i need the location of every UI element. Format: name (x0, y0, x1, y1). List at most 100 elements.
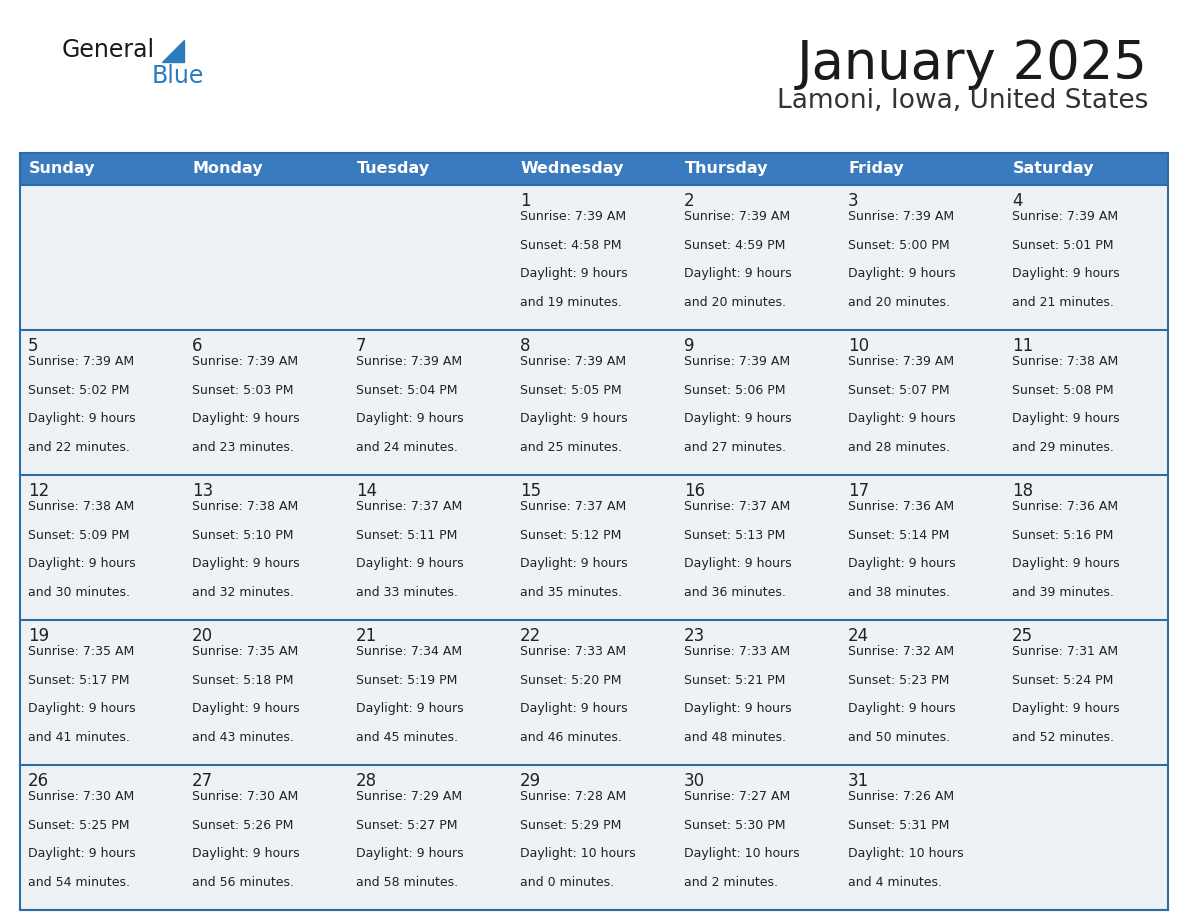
Text: Daylight: 9 hours: Daylight: 9 hours (192, 557, 299, 570)
Text: Sunrise: 7:39 AM: Sunrise: 7:39 AM (192, 355, 298, 368)
Bar (512, 475, 676, 620)
Text: 23: 23 (684, 627, 706, 645)
Bar (512, 185, 676, 330)
Text: Sunrise: 7:33 AM: Sunrise: 7:33 AM (684, 645, 790, 658)
Text: Daylight: 9 hours: Daylight: 9 hours (356, 412, 463, 425)
Text: Lamoni, Iowa, United States: Lamoni, Iowa, United States (777, 88, 1148, 114)
Text: Sunrise: 7:39 AM: Sunrise: 7:39 AM (684, 355, 790, 368)
Text: Sunset: 5:24 PM: Sunset: 5:24 PM (1012, 674, 1113, 687)
Text: Sunset: 5:25 PM: Sunset: 5:25 PM (29, 819, 129, 832)
Text: Sunrise: 7:39 AM: Sunrise: 7:39 AM (29, 355, 134, 368)
Bar (20, 475, 184, 620)
Bar (840, 765, 1004, 910)
Text: and 43 minutes.: and 43 minutes. (192, 731, 293, 744)
Text: 12: 12 (29, 482, 49, 500)
Text: 29: 29 (520, 772, 541, 790)
Text: Sunset: 5:17 PM: Sunset: 5:17 PM (29, 674, 129, 687)
Bar (840, 330, 1004, 475)
Text: Sunset: 5:14 PM: Sunset: 5:14 PM (848, 529, 949, 542)
Text: Sunrise: 7:36 AM: Sunrise: 7:36 AM (1012, 500, 1118, 513)
Text: and 35 minutes.: and 35 minutes. (520, 586, 623, 599)
Bar (512, 765, 676, 910)
Text: 6: 6 (192, 337, 202, 355)
Text: and 27 minutes.: and 27 minutes. (684, 441, 786, 453)
Text: Wednesday: Wednesday (522, 162, 625, 176)
Text: Sunset: 5:30 PM: Sunset: 5:30 PM (684, 819, 785, 832)
Text: 25: 25 (1012, 627, 1034, 645)
Text: Sunset: 5:26 PM: Sunset: 5:26 PM (192, 819, 293, 832)
Bar (840, 475, 1004, 620)
Text: Sunrise: 7:39 AM: Sunrise: 7:39 AM (520, 355, 626, 368)
Text: 14: 14 (356, 482, 377, 500)
Text: Sunset: 5:09 PM: Sunset: 5:09 PM (29, 529, 129, 542)
Polygon shape (162, 40, 184, 62)
Text: Sunrise: 7:37 AM: Sunrise: 7:37 AM (684, 500, 790, 513)
Text: Sunset: 5:06 PM: Sunset: 5:06 PM (684, 384, 785, 397)
Text: 30: 30 (684, 772, 706, 790)
Text: Sunset: 5:23 PM: Sunset: 5:23 PM (848, 674, 949, 687)
Bar (20, 185, 184, 330)
Text: 5: 5 (29, 337, 38, 355)
Text: Daylight: 9 hours: Daylight: 9 hours (520, 557, 627, 570)
Text: Sunrise: 7:39 AM: Sunrise: 7:39 AM (848, 355, 954, 368)
Text: 3: 3 (848, 192, 859, 210)
Text: Daylight: 10 hours: Daylight: 10 hours (848, 847, 963, 860)
Text: 13: 13 (192, 482, 214, 500)
Bar (1004, 185, 1168, 330)
Text: Daylight: 9 hours: Daylight: 9 hours (848, 412, 955, 425)
Text: Sunrise: 7:32 AM: Sunrise: 7:32 AM (848, 645, 954, 658)
Text: Daylight: 9 hours: Daylight: 9 hours (356, 847, 463, 860)
Text: Sunset: 4:58 PM: Sunset: 4:58 PM (520, 239, 621, 252)
Text: Daylight: 9 hours: Daylight: 9 hours (684, 267, 791, 280)
Text: Sunrise: 7:30 AM: Sunrise: 7:30 AM (192, 790, 298, 803)
Text: Sunrise: 7:27 AM: Sunrise: 7:27 AM (684, 790, 790, 803)
Text: Sunset: 5:04 PM: Sunset: 5:04 PM (356, 384, 457, 397)
Bar (676, 185, 840, 330)
Text: and 54 minutes.: and 54 minutes. (29, 876, 129, 889)
Text: Daylight: 9 hours: Daylight: 9 hours (29, 847, 135, 860)
Text: and 25 minutes.: and 25 minutes. (520, 441, 623, 453)
Text: Sunrise: 7:30 AM: Sunrise: 7:30 AM (29, 790, 134, 803)
Bar (1004, 153, 1168, 185)
Bar (20, 620, 184, 765)
Text: Sunset: 5:16 PM: Sunset: 5:16 PM (1012, 529, 1113, 542)
Text: General: General (62, 38, 156, 62)
Text: Sunset: 5:27 PM: Sunset: 5:27 PM (356, 819, 457, 832)
Text: Sunrise: 7:26 AM: Sunrise: 7:26 AM (848, 790, 954, 803)
Text: and 23 minutes.: and 23 minutes. (192, 441, 293, 453)
Text: 8: 8 (520, 337, 531, 355)
Text: and 20 minutes.: and 20 minutes. (684, 296, 786, 308)
Text: Sunset: 4:59 PM: Sunset: 4:59 PM (684, 239, 785, 252)
Text: 31: 31 (848, 772, 870, 790)
Text: Sunset: 5:08 PM: Sunset: 5:08 PM (1012, 384, 1113, 397)
Text: Sunrise: 7:39 AM: Sunrise: 7:39 AM (520, 210, 626, 223)
Text: and 28 minutes.: and 28 minutes. (848, 441, 950, 453)
Text: Sunrise: 7:35 AM: Sunrise: 7:35 AM (29, 645, 134, 658)
Text: Daylight: 9 hours: Daylight: 9 hours (520, 267, 627, 280)
Text: Sunset: 5:05 PM: Sunset: 5:05 PM (520, 384, 621, 397)
Bar (840, 185, 1004, 330)
Bar (20, 765, 184, 910)
Text: 24: 24 (848, 627, 870, 645)
Text: Daylight: 9 hours: Daylight: 9 hours (1012, 702, 1119, 715)
Text: Sunrise: 7:39 AM: Sunrise: 7:39 AM (1012, 210, 1118, 223)
Text: and 48 minutes.: and 48 minutes. (684, 731, 786, 744)
Bar (512, 153, 676, 185)
Text: and 41 minutes.: and 41 minutes. (29, 731, 129, 744)
Text: Daylight: 9 hours: Daylight: 9 hours (192, 847, 299, 860)
Text: Sunrise: 7:33 AM: Sunrise: 7:33 AM (520, 645, 626, 658)
Bar (676, 153, 840, 185)
Text: and 24 minutes.: and 24 minutes. (356, 441, 457, 453)
Bar (184, 330, 348, 475)
Bar (184, 620, 348, 765)
Text: 4: 4 (1012, 192, 1023, 210)
Text: and 30 minutes.: and 30 minutes. (29, 586, 129, 599)
Text: Sunrise: 7:38 AM: Sunrise: 7:38 AM (1012, 355, 1118, 368)
Text: Sunrise: 7:38 AM: Sunrise: 7:38 AM (29, 500, 134, 513)
Text: Daylight: 9 hours: Daylight: 9 hours (684, 412, 791, 425)
Text: Sunset: 5:03 PM: Sunset: 5:03 PM (192, 384, 293, 397)
Bar (676, 620, 840, 765)
Bar (1004, 475, 1168, 620)
Text: 2: 2 (684, 192, 695, 210)
Text: Sunset: 5:01 PM: Sunset: 5:01 PM (1012, 239, 1113, 252)
